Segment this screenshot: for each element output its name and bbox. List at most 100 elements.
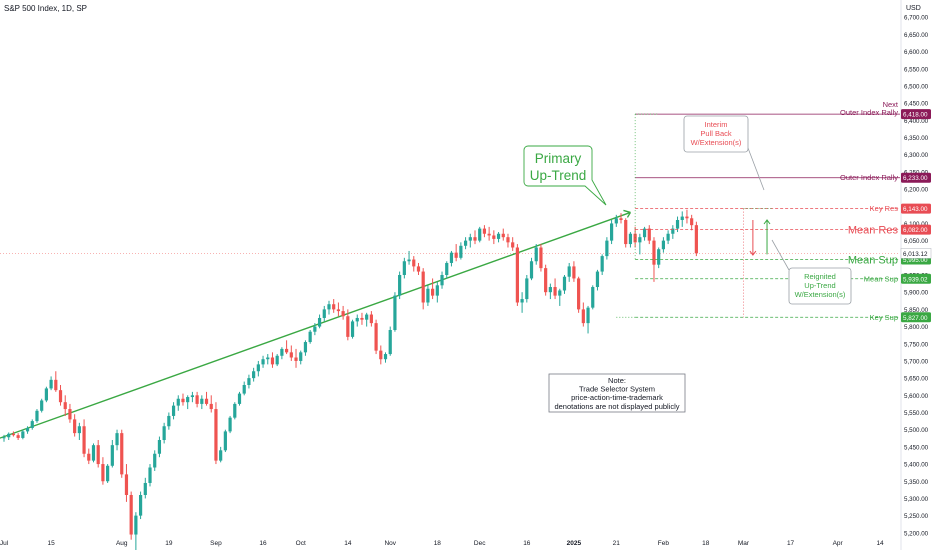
candle-body <box>68 409 72 420</box>
candle <box>261 355 265 368</box>
candle-body <box>11 433 16 436</box>
candle-body <box>157 440 162 454</box>
candle-body <box>398 275 402 296</box>
candle <box>82 419 86 458</box>
note-box: Note:Trade Selector Systemprice-action-t… <box>548 373 686 413</box>
price-tick-label: 5,750.00 <box>904 341 929 348</box>
candle <box>407 250 411 265</box>
candle <box>58 385 63 406</box>
price-tick-label: 5,550.00 <box>904 410 929 417</box>
candle-body <box>393 295 397 330</box>
candle-body <box>91 445 96 461</box>
candle <box>534 244 538 265</box>
candle <box>313 323 317 336</box>
candle <box>327 300 331 315</box>
candle-body <box>25 427 30 432</box>
time-tick-label: Sep <box>210 540 222 547</box>
price-badge <box>901 172 931 183</box>
candle <box>129 491 133 540</box>
candle <box>25 426 30 434</box>
candle-body <box>525 278 529 300</box>
candle-body <box>562 276 567 291</box>
candle <box>520 292 524 313</box>
candle <box>299 350 303 365</box>
candle <box>525 275 529 303</box>
candle-body <box>200 398 204 404</box>
candle-body <box>586 307 590 324</box>
candle <box>388 326 392 356</box>
candle-body <box>228 417 232 432</box>
candle-body <box>195 395 199 404</box>
callout-line: W/Extension(s) <box>691 138 742 147</box>
candle-body <box>280 348 284 356</box>
level-label: Key Res <box>870 204 899 213</box>
candle <box>544 264 548 296</box>
candle-body <box>266 357 270 360</box>
candle <box>426 285 430 306</box>
candle-body <box>40 400 44 411</box>
candle-body <box>534 247 538 262</box>
candle-body <box>402 261 406 275</box>
candle-body <box>294 357 298 361</box>
candle <box>350 319 355 339</box>
candle-body <box>270 357 275 365</box>
candle <box>482 225 487 238</box>
candle-body <box>544 268 548 293</box>
candle-body <box>609 223 614 241</box>
candle-body <box>186 397 190 403</box>
candle <box>49 376 53 391</box>
time-axis: Jul 15 Aug 19 Sep 16 Oct 14 Nov 18 Dec 16 2025 21 Feb 1… <box>0 540 884 547</box>
time-tick-label: 14 <box>876 540 884 547</box>
candle-body <box>96 445 100 465</box>
price-tick-label: 6,400.00 <box>904 118 929 125</box>
candle-body <box>600 256 604 272</box>
candle <box>44 386 48 403</box>
candle <box>308 330 312 344</box>
candle <box>200 395 204 410</box>
candle-body <box>572 266 576 279</box>
candle-body <box>30 421 34 428</box>
price-tick-label: 6,100.00 <box>904 221 929 228</box>
price-tick-label: 5,300.00 <box>904 496 929 503</box>
trend-arrow-head <box>623 209 632 218</box>
price-badge <box>901 312 931 323</box>
candle-body <box>360 317 364 320</box>
candle-body <box>628 233 633 245</box>
candle <box>294 348 298 368</box>
candle <box>209 395 213 413</box>
candle-body <box>214 409 218 461</box>
candle <box>195 391 199 408</box>
candle-body <box>77 426 81 434</box>
candle <box>148 464 152 487</box>
time-tick-label: 18 <box>434 540 442 547</box>
candle-body <box>624 220 628 245</box>
price-tick-label: 6,600.00 <box>904 49 929 56</box>
candle <box>666 230 670 245</box>
candle <box>586 305 590 334</box>
callout-box <box>523 145 593 187</box>
price-badge <box>901 109 931 120</box>
candle <box>463 237 468 250</box>
candle <box>605 237 609 260</box>
candle-body <box>539 247 543 269</box>
note-line: Trade Selector System <box>579 385 655 394</box>
candle-body <box>261 359 265 365</box>
candle-body <box>459 245 463 258</box>
price-badge-label: 6,143.00 <box>903 206 928 213</box>
candle <box>661 237 665 253</box>
candle <box>562 275 567 294</box>
note-line: price-action-time-trademark <box>571 393 663 402</box>
candle <box>138 491 143 520</box>
candle-body <box>54 379 58 391</box>
candle-body <box>44 388 48 401</box>
candle <box>256 360 260 377</box>
candle-body <box>275 355 279 365</box>
candle <box>487 226 491 241</box>
candle-body <box>252 371 256 379</box>
candle-body <box>591 287 595 308</box>
callout-pointer <box>584 179 607 206</box>
price-badge-label: 5,827.00 <box>903 315 928 322</box>
